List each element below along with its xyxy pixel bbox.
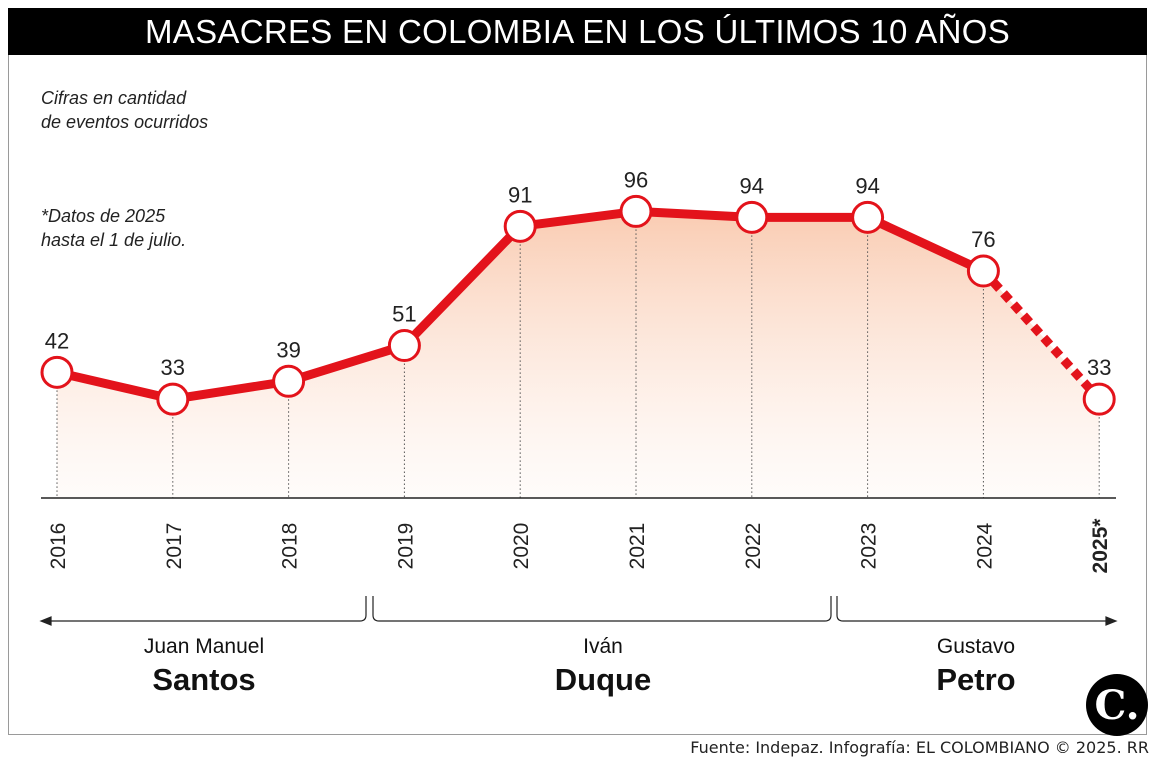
data-point xyxy=(851,200,885,234)
line-segment xyxy=(52,367,178,404)
arrow-left-icon xyxy=(39,616,52,626)
term-santos-bracket xyxy=(39,596,367,626)
data-label: 33 xyxy=(1087,355,1111,380)
line-segment xyxy=(284,341,409,386)
data-point xyxy=(272,364,306,398)
data-label: 42 xyxy=(45,328,69,353)
data-label: 39 xyxy=(276,337,300,362)
term-petro-bracket xyxy=(836,596,1118,626)
x-tick-label: 2025* xyxy=(1089,518,1112,574)
x-tick-label: 2024 xyxy=(973,522,996,569)
president-first-name: Iván xyxy=(583,635,623,658)
president-petro: Gustavo Petro xyxy=(876,634,1076,700)
x-tick-label: 2017 xyxy=(163,523,186,570)
x-tick-label: 2019 xyxy=(394,523,417,570)
data-point xyxy=(619,194,653,228)
source-credit: Fuente: Indepaz. Infografía: EL COLOMBIA… xyxy=(690,738,1149,757)
president-duque: Iván Duque xyxy=(503,634,703,700)
data-note-line2: hasta el 1 de julio. xyxy=(41,230,187,250)
term-duque-bracket xyxy=(372,596,832,622)
data-note: *Datos de 2025 hasta el 1 de julio. xyxy=(41,204,186,252)
line-segment-dashed xyxy=(980,268,1103,403)
line-segment xyxy=(515,206,641,231)
data-point xyxy=(1082,382,1116,416)
arrow-right-icon xyxy=(1105,616,1118,626)
data-label: 51 xyxy=(392,302,416,327)
president-last-name: Duque xyxy=(554,662,652,697)
data-label: 91 xyxy=(508,182,532,207)
data-label: 33 xyxy=(161,355,185,380)
data-note-line1: *Datos de 2025 xyxy=(41,206,166,226)
data-label: 94 xyxy=(855,173,879,198)
line-segment xyxy=(168,376,294,404)
line-segment xyxy=(863,212,988,276)
units-note-line1: Cifras en cantidad xyxy=(41,88,187,108)
president-santos: Juan Manuel Santos xyxy=(104,634,304,700)
x-tick-label: 2022 xyxy=(742,523,765,570)
x-tick-label: 2023 xyxy=(858,523,881,570)
x-tick-label: 2018 xyxy=(279,523,302,570)
units-note-line2: de eventos ocurridos xyxy=(41,112,209,132)
chart-title: MASACRES EN COLOMBIA EN LOS ÚLTIMOS 10 A… xyxy=(8,8,1147,55)
data-label: 96 xyxy=(624,167,648,192)
data-point xyxy=(40,355,74,389)
line-segment xyxy=(399,221,525,351)
units-note: Cifras en cantidad de eventos ocurridos xyxy=(41,86,208,134)
el-colombiano-logo-icon: C. xyxy=(1086,674,1148,736)
data-point xyxy=(735,200,769,234)
x-tick-label: 2020 xyxy=(510,523,533,570)
area-fill xyxy=(57,211,1100,499)
line-segment xyxy=(631,206,757,222)
x-tick-label: 2016 xyxy=(47,523,70,570)
data-label: 94 xyxy=(740,173,764,198)
president-last-name: Santos xyxy=(152,662,256,697)
data-point xyxy=(503,209,537,243)
president-last-name: Petro xyxy=(936,662,1016,697)
president-first-name: Juan Manuel xyxy=(143,635,265,658)
data-point xyxy=(966,254,1000,288)
president-first-name: Gustavo xyxy=(936,635,1016,658)
data-label: 76 xyxy=(971,227,995,252)
data-point xyxy=(156,382,190,416)
data-point xyxy=(387,329,421,363)
x-tick-label: 2021 xyxy=(626,523,649,570)
